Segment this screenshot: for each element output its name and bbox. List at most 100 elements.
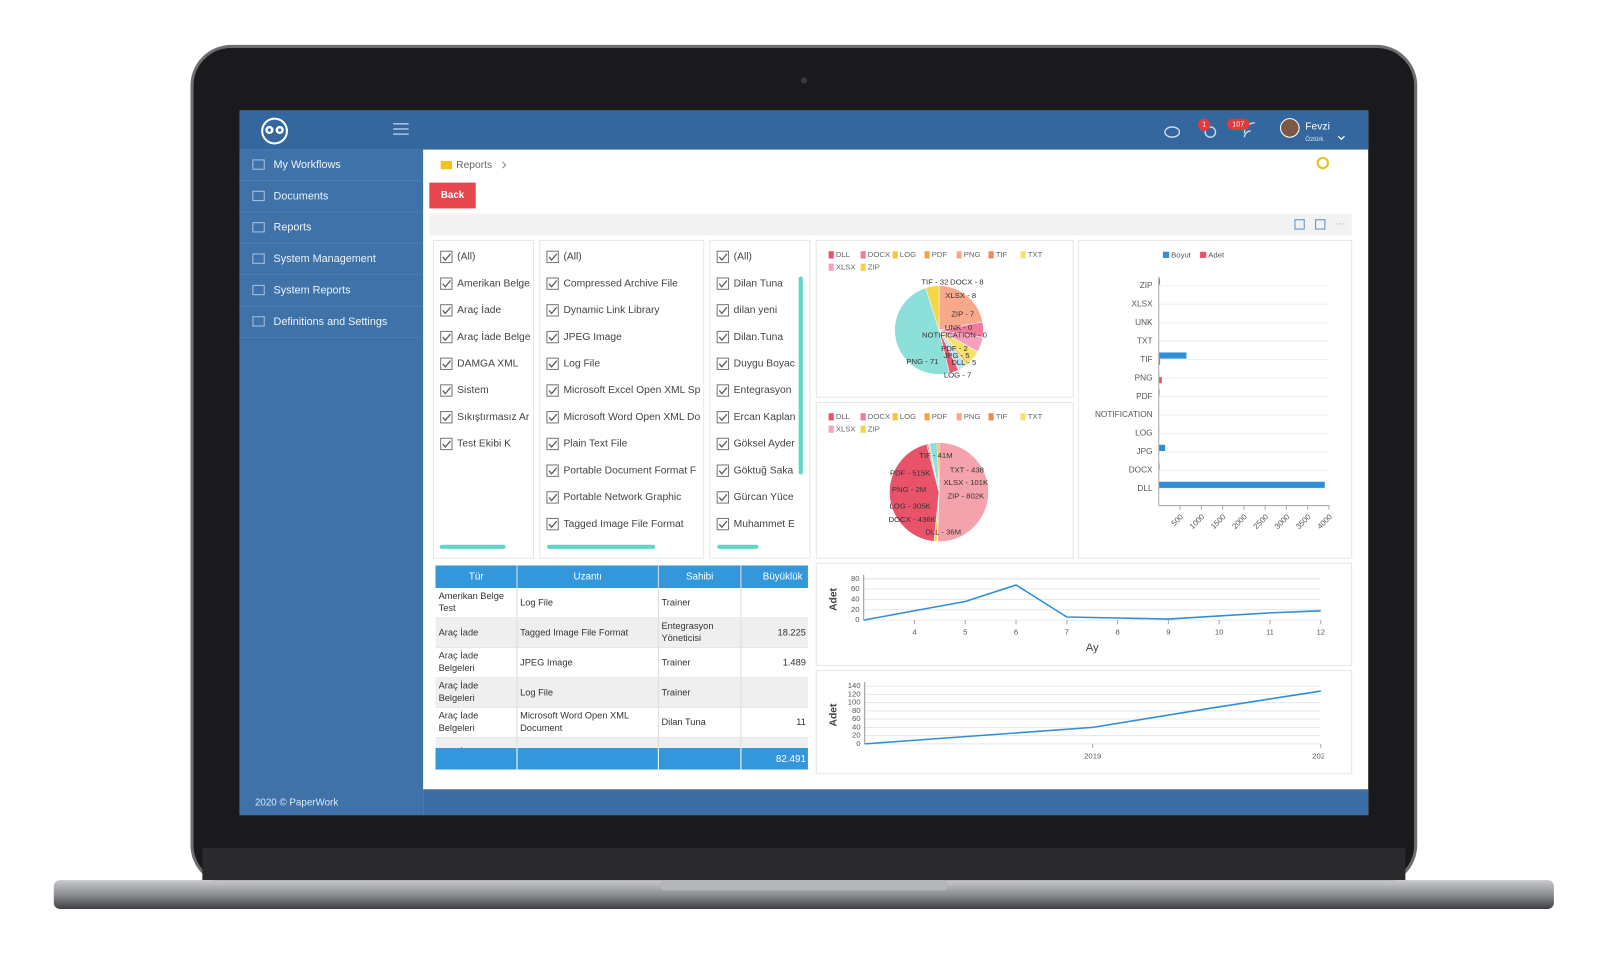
filter-item[interactable]: Sistem [457,385,488,396]
user-name[interactable]: Fevzi [1305,122,1330,133]
filter-item[interactable]: Gürcan Yüce [734,492,794,503]
table-row[interactable] [435,618,808,648]
column-header[interactable]: Uzantı [574,571,602,582]
filter-item[interactable]: Entegrasyon [734,385,792,396]
checkbox[interactable] [440,357,453,370]
logo[interactable] [261,117,288,145]
checkbox[interactable] [546,437,559,451]
scrollbar[interactable] [717,544,759,549]
menu-item[interactable]: My Workflows [274,159,342,171]
checkbox[interactable] [546,384,559,397]
table-cell: JPEG Image [520,657,573,667]
scrollbar[interactable] [798,276,803,475]
checkbox[interactable] [716,384,730,397]
menu-item[interactable]: Documents [274,190,329,202]
checkbox[interactable] [716,250,730,264]
menu-icon[interactable] [252,316,265,327]
more-icon[interactable]: ··· [1335,219,1345,230]
checkbox[interactable] [546,277,559,290]
filter-item[interactable]: (All) [563,252,581,263]
filter-item[interactable]: Compressed Archive File [563,278,678,289]
menu-icon[interactable] [252,190,265,202]
refresh-icon[interactable] [1294,219,1305,230]
chat-icon[interactable] [1164,126,1181,138]
checkbox[interactable] [716,437,730,451]
table-row[interactable] [435,677,808,708]
filter-item[interactable]: (All) [457,252,475,263]
filter-item[interactable]: Microsoft Word Open XML Do [563,412,700,423]
menu-item[interactable]: Reports [274,222,313,234]
menu-icon[interactable] [252,222,265,233]
filter-item[interactable]: Muhammet E [734,519,795,530]
settings-icon[interactable] [1316,156,1329,170]
checkbox[interactable] [546,330,559,344]
table-row[interactable] [435,588,808,619]
filter-item[interactable]: JPEG Image [563,332,622,343]
filter-item[interactable]: Dilan.Tuna [734,332,784,343]
filter-item[interactable]: Araç İade [457,303,501,316]
checkbox[interactable] [716,357,730,370]
filter-item[interactable]: Göksel Ayder [734,439,796,450]
checkbox[interactable] [440,411,453,424]
scrollbar[interactable] [439,544,506,549]
checkbox[interactable] [440,330,453,344]
filter-item[interactable]: Sıkıştırmasız Ar [457,412,530,423]
menu-item[interactable]: System Management [274,253,376,265]
column-header[interactable]: Tür [469,571,484,582]
checkbox[interactable] [716,491,730,504]
menu-icon[interactable] [252,253,265,264]
checkbox[interactable] [546,357,559,370]
checkbox[interactable] [546,250,559,264]
table-row[interactable] [435,707,808,738]
menu-item[interactable]: Definitions and Settings [274,316,388,328]
scrollbar[interactable] [546,544,656,549]
filter-item[interactable]: Göktuğ Saka [734,465,794,476]
filter-item[interactable]: Portable Network Graphic [563,492,681,503]
user-avatar[interactable] [1279,118,1300,138]
filter-item[interactable]: Microsoft Excel Open XML Sp [563,385,700,396]
column-header[interactable]: Büyüklük [763,571,803,582]
column-header[interactable]: Sahibi [686,571,713,582]
filter-item[interactable]: Portable Document Format F [563,465,696,476]
edit-icon[interactable] [1315,219,1326,230]
checkbox[interactable] [440,384,453,397]
filter-item[interactable]: dilan yeni [734,305,778,316]
checkbox[interactable] [716,464,730,477]
filter-item[interactable]: Araç İade Belge [457,330,531,343]
checkbox[interactable] [546,464,559,477]
filter-item[interactable]: Dilan Tuna [734,278,783,289]
checkbox[interactable] [440,304,453,317]
filter-item[interactable]: (All) [734,252,752,263]
filter-item[interactable]: Dynamic Link Library [563,305,660,316]
filter-item[interactable]: Test Ekibi K [457,439,511,450]
breadcrumb[interactable]: Reports [456,160,492,171]
menu-icon[interactable] [252,284,265,296]
filter-item[interactable]: DAMGA XML [457,359,518,370]
menu-icon[interactable] [252,159,265,170]
filter-item[interactable]: Log File [563,359,600,370]
back-button[interactable] [429,182,476,209]
checkbox[interactable] [546,517,559,531]
checkbox[interactable] [440,277,453,290]
workflow-icon[interactable] [1204,126,1217,138]
filter-item[interactable]: Plain Text File [563,439,627,450]
table-row[interactable] [435,647,808,678]
menu-toggle[interactable] [393,123,409,135]
checkbox[interactable] [716,304,730,317]
checkbox[interactable] [716,411,730,424]
checkbox[interactable] [440,250,453,264]
menu-item[interactable]: System Reports [274,284,352,296]
checkbox[interactable] [440,437,453,451]
filter-item[interactable]: Tagged Image File Format [563,519,683,530]
back-button-label[interactable]: Back [441,190,465,201]
filter-item[interactable]: Ercan Kaplan [734,412,796,423]
checkbox[interactable] [546,411,559,424]
checkbox[interactable] [546,491,559,504]
filter-item[interactable]: Amerikan Belge [457,278,530,289]
checkbox[interactable] [716,517,730,531]
user-menu-caret[interactable] [1337,135,1345,141]
checkbox[interactable] [546,304,559,317]
filter-item[interactable]: Duygu Boyac [734,359,795,370]
checkbox[interactable] [716,277,730,290]
checkbox[interactable] [716,330,730,344]
